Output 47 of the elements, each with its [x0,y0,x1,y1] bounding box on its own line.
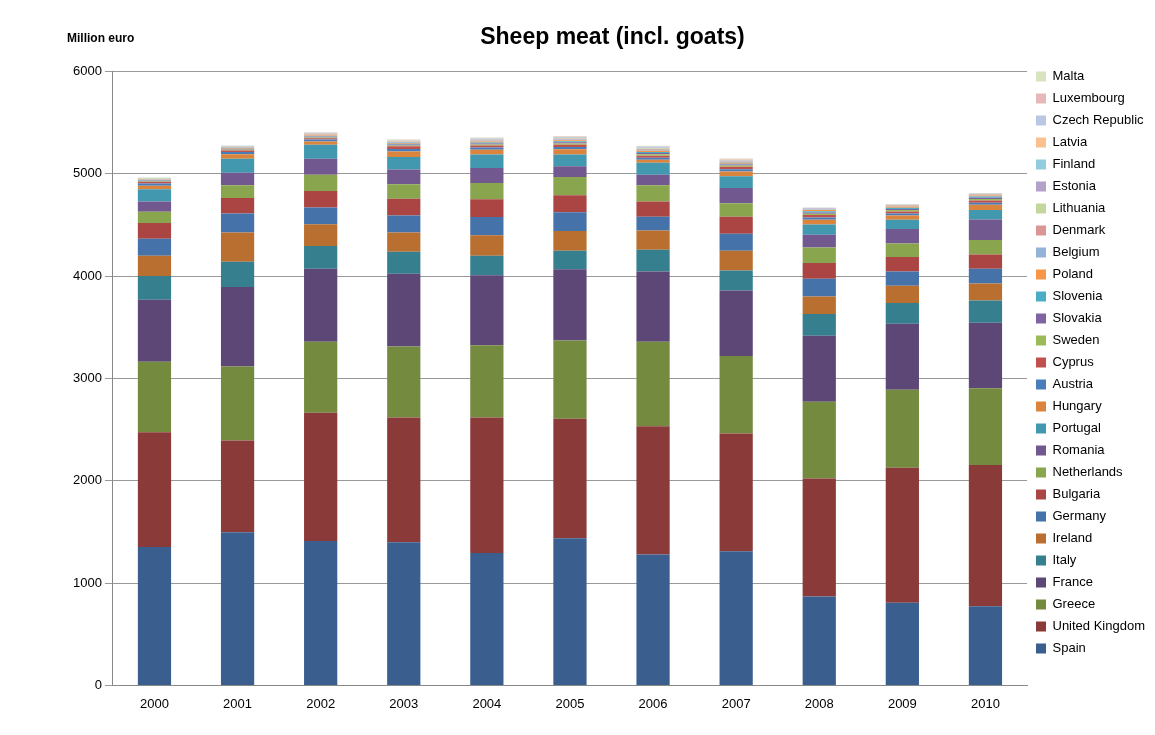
y-tick-label: 6000 [73,63,102,79]
x-tick-label: 2010 [970,695,1000,711]
legend-label: Czech Republic [1052,112,1145,128]
legend-label: Spain [1052,640,1086,656]
y-axis-title: Million euro [67,30,135,45]
x-tick-label: 2006 [638,695,668,711]
y-tick-label: 2000 [73,472,102,488]
legend-label: Denmark [1052,222,1106,238]
x-tick-label: 2003 [389,695,419,711]
chart-title: Sheep meat (incl. goats) [480,23,745,50]
x-tick-label: 2007 [721,695,751,711]
legend-label: Malta [1052,68,1086,84]
y-tick-label: 5000 [73,165,102,181]
y-tick-label: 1000 [73,574,102,590]
legend-label: Greece [1052,596,1096,612]
legend-label: Netherlands [1052,464,1124,480]
legend-label: Austria [1052,376,1094,392]
x-tick-label: 2001 [223,695,253,711]
x-tick-label: 2005 [555,695,585,711]
legend-label: Bulgaria [1052,486,1101,502]
legend-label: Sweden [1052,332,1100,348]
legend-label: Estonia [1052,178,1097,194]
legend-label: Latvia [1052,134,1088,150]
legend-label: Luxembourg [1052,90,1125,106]
legend-label: Lithuania [1052,200,1107,216]
legend-label: France [1052,574,1093,590]
legend-label: Belgium [1052,244,1100,260]
x-tick-label: 2008 [804,695,834,711]
legend-label: Portugal [1052,420,1102,436]
legend-label: Finland [1052,156,1096,172]
legend-label: United Kingdom [1052,618,1145,634]
y-tick-label: 0 [94,676,102,692]
legend-label: Cyprus [1052,354,1095,370]
legend-label: Italy [1052,552,1077,568]
y-tick-label: 3000 [73,370,102,386]
y-tick-label: 4000 [73,267,102,283]
legend-label: Germany [1052,508,1107,524]
legend-label: Hungary [1052,398,1103,414]
x-tick-label: 2004 [472,695,502,711]
legend-label: Poland [1052,266,1093,282]
legend-label: Romania [1052,442,1106,458]
x-tick-label: 2009 [887,695,917,711]
legend-label: Slovakia [1052,310,1103,326]
legend-label: Ireland [1052,530,1093,546]
x-tick-label: 2000 [140,695,169,711]
x-tick-label: 2002 [306,695,336,711]
legend-label: Slovenia [1052,288,1104,304]
